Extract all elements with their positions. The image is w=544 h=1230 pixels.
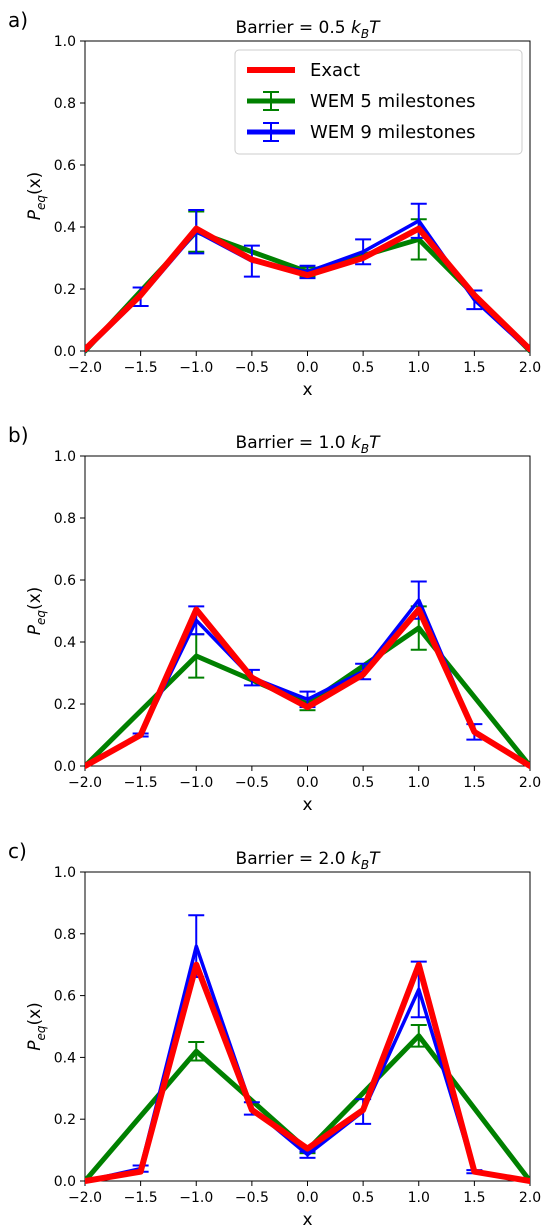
series-line: [85, 961, 530, 1184]
x-tick-label: 1.5: [463, 775, 485, 791]
series-line: [85, 229, 530, 354]
x-tick-label: −1.5: [124, 1190, 158, 1206]
series-wem-9-milestones: [85, 580, 530, 768]
x-tick-label: 1.0: [408, 775, 430, 791]
chart-panel-3: c) Barrier = 2.0 kBT −2.0 −1.5 −1.0 −0.5 0.0 0.…: [8, 839, 541, 1230]
x-tick-label: 2.0: [519, 1190, 541, 1206]
y-axis-label: Peq(x): [25, 1002, 48, 1051]
series-exact: [85, 961, 530, 1184]
series-line: [85, 606, 530, 769]
y-tick-label: 1.0: [54, 34, 76, 50]
x-tick-label: −0.5: [235, 775, 269, 791]
x-tick-label: 0.0: [296, 360, 318, 376]
chart-panel-2: b) Barrier = 1.0 kBT −2.0 −1.5 −1.0 −0.5 0.0 0.…: [8, 423, 541, 815]
y-tick-label: 0.4: [54, 1050, 76, 1066]
x-axis-label: x: [302, 795, 312, 815]
y-tick-label: 0.0: [54, 1174, 76, 1190]
y-tick-label: 0.2: [54, 282, 76, 298]
x-tick-label: 0.5: [352, 1190, 374, 1206]
chart-panel-1: a) Barrier = 0.5 kBT −2.0 −1.5 −1.0 −0.5 0.0 0.…: [8, 8, 541, 400]
chart-title: Barrier = 2.0 kBT: [236, 849, 382, 872]
x-tick-label: 1.0: [408, 360, 430, 376]
plot-area: [85, 202, 530, 354]
plot-area: [85, 914, 530, 1184]
legend-label: WEM 9 milestones: [310, 122, 476, 143]
x-tick-label: 2.0: [519, 775, 541, 791]
y-tick-label: 0.0: [54, 344, 76, 360]
y-tick-label: 0.8: [54, 511, 76, 527]
series-wem-5-milestones: [85, 605, 530, 769]
panel-label: c): [8, 839, 27, 863]
y-axis-label: Peq(x): [25, 587, 48, 636]
x-tick-label: −1.5: [124, 360, 158, 376]
legend-label: WEM 5 milestones: [310, 91, 476, 112]
x-axis-label: x: [302, 1210, 312, 1230]
legend-box: [234, 49, 523, 155]
x-tick-label: 0.0: [296, 775, 318, 791]
y-tick-label: 0.6: [54, 573, 76, 589]
y-tick-label: 0.8: [54, 96, 76, 112]
x-tick-label: −0.5: [235, 360, 269, 376]
y-tick-label: 0.4: [54, 635, 76, 651]
y-tick-label: 0.6: [54, 158, 76, 174]
x-tick-label: −1.5: [124, 775, 158, 791]
x-tick-label: −2.0: [68, 1190, 102, 1206]
y-tick-label: 1.0: [54, 449, 76, 465]
y-axis-label: Peq(x): [25, 172, 48, 221]
series-line: [85, 225, 530, 353]
x-tick-label: 1.0: [408, 1190, 430, 1206]
x-tick-label: −1.0: [179, 360, 213, 376]
x-tick-label: 1.5: [463, 1190, 485, 1206]
y-tick-label: 0.6: [54, 989, 76, 1005]
panel-label: a): [8, 8, 28, 32]
panel-label: b): [8, 423, 29, 447]
chart-title: Barrier = 1.0 kBT: [236, 433, 382, 456]
legend: Exact WEM 5 milestones WEM 9 milestones: [234, 49, 523, 155]
x-axis-label: x: [302, 380, 312, 400]
x-tick-label: 0.5: [352, 775, 374, 791]
y-tick-label: 1.0: [54, 865, 76, 881]
x-tick-label: −2.0: [68, 360, 102, 376]
x-tick-label: 1.5: [463, 360, 485, 376]
y-tick-label: 0.8: [54, 927, 76, 943]
y-tick-label: 0.2: [54, 697, 76, 713]
x-tick-label: −1.0: [179, 1190, 213, 1206]
y-tick-label: 0.4: [54, 220, 76, 236]
x-tick-label: 0.0: [296, 1190, 318, 1206]
x-tick-label: −0.5: [235, 1190, 269, 1206]
series-line: [85, 1033, 530, 1184]
x-tick-label: 0.5: [352, 360, 374, 376]
series-exact: [85, 606, 530, 769]
x-tick-label: −2.0: [68, 775, 102, 791]
x-tick-label: −1.0: [179, 775, 213, 791]
x-tick-label: 2.0: [519, 360, 541, 376]
y-tick-label: 0.0: [54, 759, 76, 775]
chart-title: Barrier = 0.5 kBT: [236, 18, 382, 41]
series-exact: [85, 225, 530, 353]
legend-label: Exact: [310, 60, 360, 81]
y-tick-label: 0.2: [54, 1112, 76, 1128]
axes-frame: [84, 455, 531, 767]
plot-area: [85, 580, 530, 769]
